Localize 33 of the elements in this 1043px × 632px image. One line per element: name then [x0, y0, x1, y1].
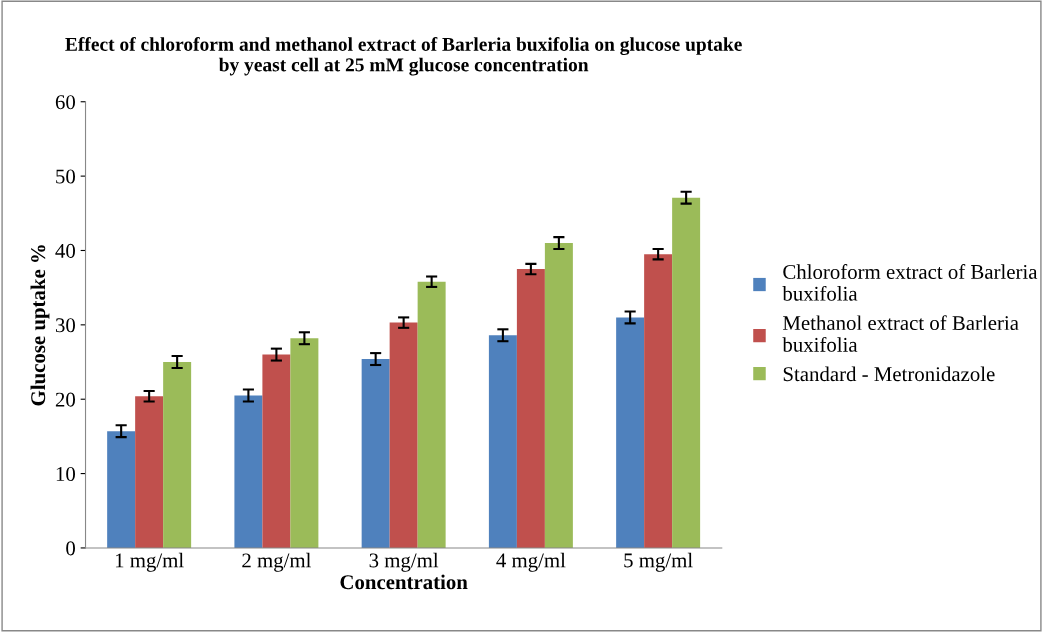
- x-tick-label: 1 mg/ml: [115, 552, 184, 572]
- y-axis-title: Glucose uptake %: [30, 245, 50, 406]
- chart-title: Effect of chloroform and methanol extract of Barleria buxifolia on glucose uptake by yeast cell at 25 mM glucose concentration: [65, 37, 742, 76]
- y-tick-label: 50: [56, 169, 76, 184]
- y-tick-label: 40: [55, 243, 76, 258]
- x-axis-title: Concentration: [340, 574, 468, 590]
- bar: [389, 322, 418, 548]
- bar: [290, 338, 319, 548]
- y-tick-label: 30: [55, 318, 76, 333]
- bar: [672, 197, 701, 548]
- y-tick-label: 60: [55, 95, 76, 110]
- legend-label: Standard - Metronidazole: [783, 366, 995, 382]
- bar: [616, 317, 645, 548]
- bar: [644, 254, 673, 548]
- bar: [544, 243, 573, 548]
- bar: [234, 395, 263, 548]
- y-tick-label: 0: [66, 541, 76, 556]
- bar: [163, 362, 192, 548]
- x-tick-label: 5 mg/ml: [624, 552, 693, 572]
- y-tick-label: 20: [55, 392, 76, 407]
- x-tick-label: 2 mg/ml: [242, 552, 311, 572]
- legend-label: Methanol extract of Barleria buxifolia: [782, 315, 1019, 352]
- bar: [135, 396, 164, 548]
- bar: [262, 354, 291, 548]
- bar: [107, 431, 136, 548]
- legend-label: Chloroform extract of Barleria buxifolia: [782, 264, 1038, 301]
- bar: [361, 359, 390, 548]
- x-tick-label: 4 mg/ml: [496, 552, 566, 572]
- y-tick-label: 10: [56, 466, 76, 482]
- bar: [516, 269, 545, 548]
- bar: [417, 281, 446, 548]
- x-tick-label: 3 mg/ml: [369, 552, 439, 572]
- bar: [488, 335, 517, 548]
